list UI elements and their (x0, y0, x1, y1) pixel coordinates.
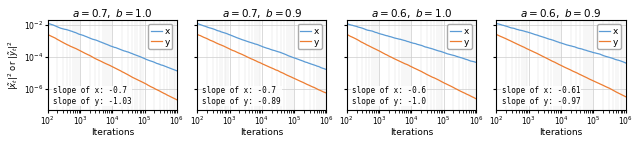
x (426, 47, 433, 49)
y (305, 84, 312, 86)
x (122, 51, 130, 52)
y (500, 37, 508, 39)
y (441, 83, 449, 84)
y (126, 75, 134, 77)
Line: y: y (347, 34, 476, 99)
Text: slope of x: -0.7
slope of y: -1.03: slope of x: -0.7 slope of y: -1.03 (53, 86, 131, 106)
y (343, 34, 351, 35)
y (291, 78, 299, 80)
x (500, 25, 508, 27)
y (591, 80, 598, 82)
X-axis label: Iterations: Iterations (91, 128, 134, 137)
y (454, 89, 462, 91)
y (193, 34, 201, 35)
y (323, 92, 330, 94)
x (575, 47, 582, 49)
Text: slope of x: -0.7
slope of y: -0.89: slope of x: -0.7 slope of y: -0.89 (202, 86, 281, 106)
y (142, 83, 150, 85)
x (291, 57, 299, 59)
x (173, 70, 180, 72)
Legend: x, y: x, y (298, 24, 322, 49)
y (272, 69, 280, 71)
Text: slope of x: -0.6
slope of y: -1.0: slope of x: -0.6 slope of y: -1.0 (352, 86, 426, 106)
Y-axis label: $|\tilde{x}_t|^2$ or $|\tilde{y}_t|^2$: $|\tilde{x}_t|^2$ or $|\tilde{y}_t|^2$ (7, 40, 21, 90)
y (202, 37, 209, 39)
x (323, 69, 330, 70)
y (472, 98, 480, 100)
x (126, 52, 134, 54)
x (155, 63, 163, 65)
Line: x: x (497, 23, 625, 63)
X-axis label: Iterations: Iterations (240, 128, 284, 137)
x (276, 51, 284, 53)
X-axis label: Iterations: Iterations (540, 128, 582, 137)
x (571, 46, 579, 48)
x (343, 23, 351, 24)
Legend: x, y: x, y (148, 24, 172, 49)
Legend: x, y: x, y (596, 24, 621, 49)
Title: $a = 0.7,\ b = 1.0$: $a = 0.7,\ b = 1.0$ (72, 7, 152, 20)
X-axis label: Iterations: Iterations (390, 128, 433, 137)
y (421, 73, 429, 74)
y (173, 99, 180, 101)
x (52, 25, 60, 27)
x (621, 62, 629, 64)
y (568, 70, 575, 71)
x (202, 25, 209, 27)
x (305, 62, 312, 64)
y (119, 71, 127, 73)
x (421, 46, 429, 48)
y (604, 87, 611, 88)
x (119, 49, 127, 51)
x (604, 56, 611, 58)
y (351, 37, 358, 39)
Legend: x, y: x, y (447, 24, 472, 49)
Line: x: x (347, 23, 476, 62)
Title: $a = 0.6,\ b = 1.0$: $a = 0.6,\ b = 1.0$ (371, 7, 452, 20)
Line: x: x (47, 23, 177, 71)
y (155, 90, 163, 91)
Line: y: y (197, 34, 326, 93)
x (142, 58, 150, 60)
x (568, 45, 575, 47)
x (441, 52, 449, 54)
x (44, 23, 51, 24)
y (418, 71, 426, 73)
Line: y: y (497, 34, 625, 97)
y (493, 34, 500, 35)
y (621, 96, 629, 97)
y (575, 73, 582, 75)
x (272, 50, 280, 52)
x (454, 56, 462, 58)
x (351, 25, 358, 27)
y (276, 71, 284, 72)
y (52, 37, 60, 39)
y (571, 71, 579, 73)
Title: $a = 0.6,\ b = 0.9$: $a = 0.6,\ b = 0.9$ (520, 7, 602, 20)
x (472, 61, 480, 63)
Title: $a = 0.7,\ b = 0.9$: $a = 0.7,\ b = 0.9$ (221, 7, 302, 20)
Line: x: x (197, 23, 326, 70)
x (591, 52, 598, 54)
y (426, 75, 433, 76)
y (268, 67, 276, 69)
y (44, 34, 51, 35)
Line: y: y (47, 34, 177, 100)
y (122, 73, 130, 75)
x (193, 23, 201, 24)
x (268, 49, 276, 51)
Text: slope of x: -0.61
slope of y: -0.97: slope of x: -0.61 slope of y: -0.97 (502, 86, 580, 106)
x (493, 23, 500, 24)
x (418, 45, 426, 46)
